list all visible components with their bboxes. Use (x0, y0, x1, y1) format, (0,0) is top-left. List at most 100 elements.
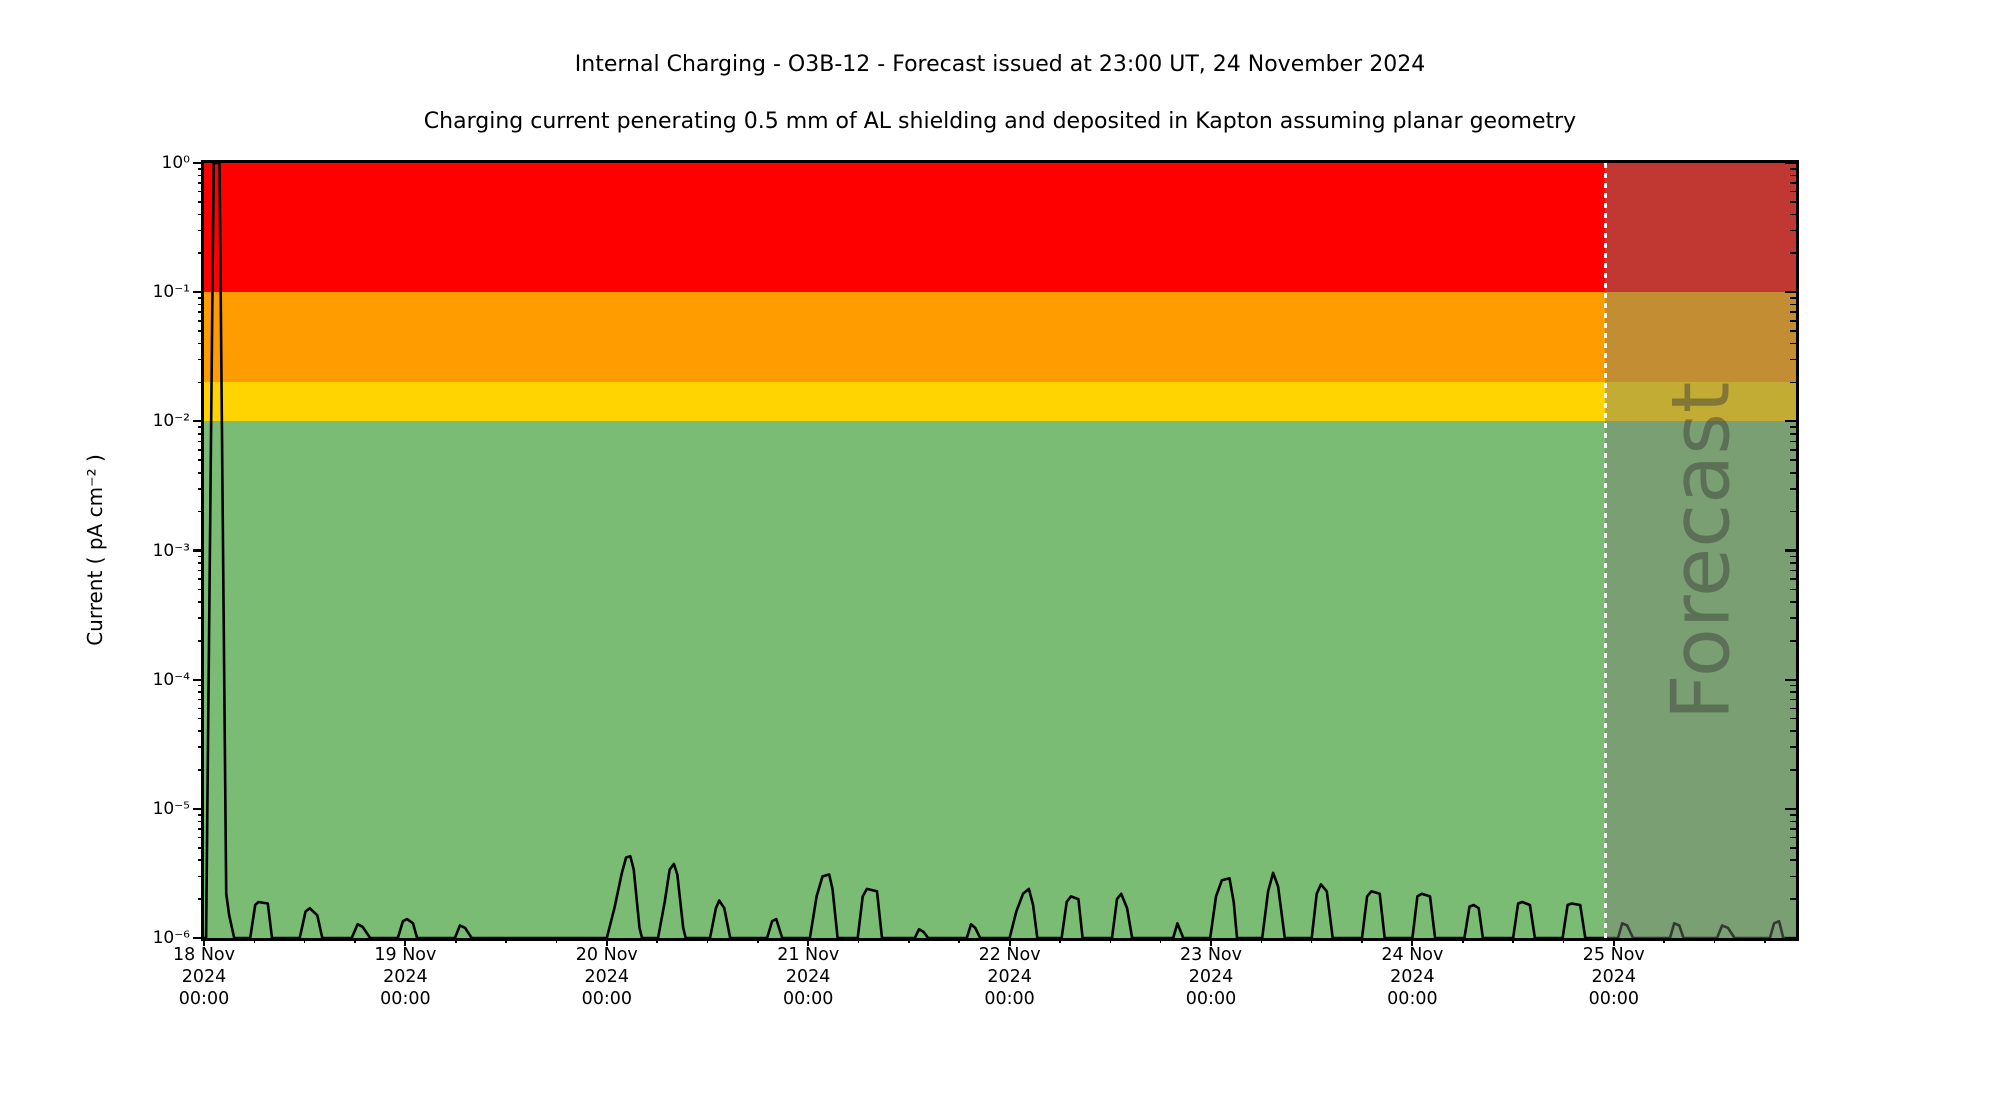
y-minor-tick-mark (1790, 488, 1796, 490)
x-tick-label: 21 Nov 2024 00:00 (777, 945, 840, 1009)
y-minor-tick-mark (1790, 510, 1796, 513)
x-tick-label: 25 Nov 2024 00:00 (1582, 945, 1645, 1009)
x-tick-mark (605, 938, 608, 946)
x-minor-tick-mark (1512, 938, 1514, 943)
chart-subtitle: Charging current penerating 0.5 mm of AL… (423, 109, 1577, 134)
x-minor-tick-mark (706, 938, 709, 943)
y-minor-tick-mark (198, 639, 204, 642)
x-minor-tick-mark (1713, 938, 1716, 943)
y-minor-tick-mark (1790, 381, 1796, 384)
x-tick-label: 24 Nov 2024 00:00 (1381, 945, 1444, 1009)
y-minor-tick-mark (198, 471, 204, 474)
y-minor-tick-mark (1790, 449, 1796, 451)
y-tick-mark (1785, 936, 1796, 940)
y-minor-tick-mark (198, 707, 204, 710)
x-tick-mark (807, 938, 810, 946)
y-tick-label: 10⁻¹ (152, 282, 190, 303)
x-minor-tick-mark (1764, 938, 1766, 943)
y-minor-tick-mark (198, 320, 204, 322)
y-minor-tick-mark (198, 746, 204, 748)
y-minor-tick-mark (1790, 342, 1796, 345)
band-orange (204, 292, 1796, 383)
y-minor-tick-mark (198, 311, 204, 313)
y-minor-tick-mark (1790, 190, 1796, 193)
y-minor-tick-mark (1790, 555, 1796, 558)
y-minor-tick-mark (1790, 311, 1796, 313)
y-minor-tick-mark (1790, 182, 1796, 184)
y-minor-tick-mark (1790, 846, 1796, 849)
y-minor-tick-mark (1790, 459, 1796, 461)
y-tick-mark (193, 678, 204, 681)
y-minor-tick-mark (1790, 303, 1796, 306)
x-minor-tick-mark (1663, 938, 1665, 943)
y-minor-tick-mark (198, 691, 204, 693)
y-minor-tick-mark (1790, 358, 1796, 361)
x-tick-mark (202, 938, 206, 946)
y-minor-tick-mark (198, 459, 204, 461)
chart-title: Internal Charging - O3B-12 - Forecast is… (574, 52, 1426, 77)
plot-area: Forecast (193, 160, 1799, 946)
band-red (204, 163, 1796, 293)
y-minor-tick-mark (1790, 471, 1796, 474)
x-tick-label: 18 Nov 2024 00:00 (173, 945, 235, 1009)
forecast-label: Forecast (1654, 381, 1748, 720)
x-tick-mark (1008, 938, 1011, 946)
y-minor-tick-mark (198, 684, 204, 687)
x-minor-tick-mark (303, 938, 306, 943)
y-minor-tick-mark (198, 698, 204, 701)
y-minor-tick-mark (1790, 746, 1796, 748)
y-tick-mark (1785, 678, 1796, 681)
x-minor-tick-mark (1260, 938, 1263, 943)
y-minor-tick-mark (198, 730, 204, 732)
y-minor-tick-mark (1790, 252, 1796, 255)
y-tick-mark (193, 420, 204, 423)
y-minor-tick-mark (1790, 229, 1796, 232)
y-minor-tick-mark (1790, 433, 1796, 435)
y-tick-label: 10⁻⁵ (152, 798, 190, 819)
y-minor-tick-mark (198, 426, 204, 429)
x-minor-tick-mark (354, 938, 356, 943)
y-tick-label: 10⁻³ (152, 540, 190, 561)
y-minor-tick-mark (1790, 213, 1796, 216)
band-yellow (204, 382, 1796, 422)
y-minor-tick-mark (198, 813, 204, 816)
y-tick-label: 10⁻⁴ (152, 669, 190, 690)
y-tick-mark (1785, 549, 1796, 552)
data-curve-layer (204, 163, 1796, 938)
y-minor-tick-mark (198, 617, 204, 619)
x-minor-tick-mark (454, 938, 457, 943)
forecast-divider-line (1603, 163, 1607, 938)
y-minor-tick-mark (198, 449, 204, 451)
y-minor-tick-mark (1790, 426, 1796, 429)
y-minor-tick-mark (198, 717, 204, 720)
y-minor-tick-mark (198, 562, 204, 564)
x-minor-tick-mark (505, 938, 507, 943)
y-minor-tick-mark (1790, 578, 1796, 580)
y-minor-tick-mark (198, 828, 204, 830)
y-minor-tick-mark (1790, 813, 1796, 816)
y-minor-tick-mark (1790, 828, 1796, 830)
y-tick-mark (193, 936, 204, 940)
y-minor-tick-mark (1790, 684, 1796, 687)
y-minor-tick-mark (1790, 698, 1796, 701)
y-minor-tick-mark (1790, 769, 1796, 771)
y-minor-tick-mark (198, 342, 204, 345)
y-minor-tick-mark (1790, 569, 1796, 572)
x-minor-tick-mark (1109, 938, 1112, 943)
y-minor-tick-mark (1790, 440, 1796, 443)
y-minor-tick-mark (198, 836, 204, 839)
x-tick-mark (404, 938, 407, 946)
y-minor-tick-mark (198, 297, 204, 299)
x-tick-label: 22 Nov 2024 00:00 (978, 945, 1041, 1009)
y-minor-tick-mark (198, 182, 204, 184)
y-minor-tick-mark (198, 229, 204, 232)
x-tick-label: 19 Nov 2024 00:00 (374, 945, 437, 1009)
y-minor-tick-mark (1790, 330, 1796, 332)
y-minor-tick-mark (1790, 875, 1796, 878)
y-minor-tick-mark (198, 201, 204, 203)
y-minor-tick-mark (1790, 898, 1796, 900)
y-minor-tick-mark (198, 578, 204, 580)
y-tick-mark (1785, 291, 1796, 294)
y-minor-tick-mark (198, 252, 204, 255)
y-tick-mark (1785, 161, 1796, 165)
